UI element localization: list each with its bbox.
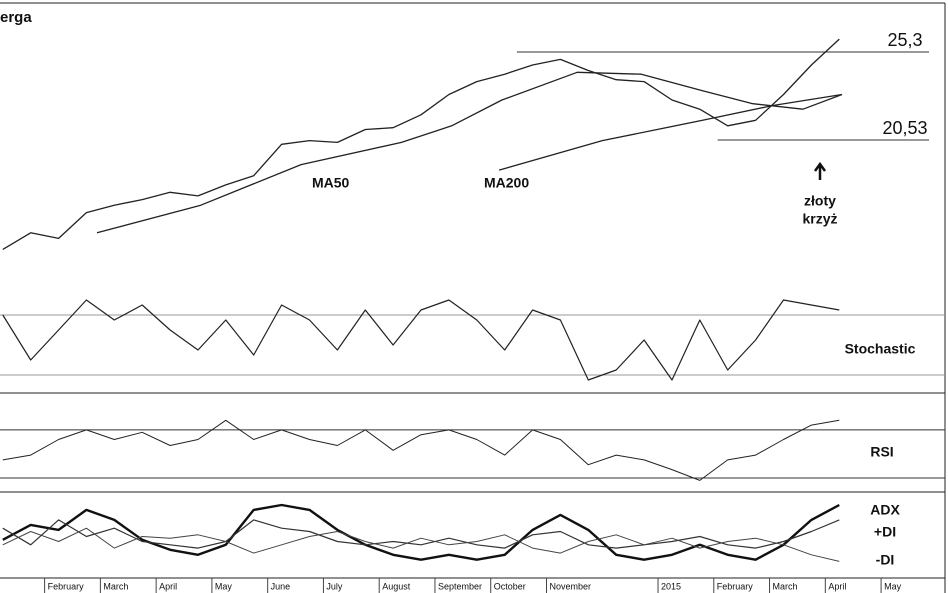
x-tick-label: April — [159, 581, 177, 591]
series-line — [2, 503, 840, 561]
legend-label: -DI — [876, 552, 895, 568]
level-label: 20,53 — [882, 118, 927, 138]
annotation: MA50 — [312, 175, 350, 191]
legend-label: ADX — [870, 502, 900, 518]
x-tick-label: November — [549, 581, 591, 591]
panel-title: RSI — [870, 444, 893, 460]
annotation: złoty — [804, 193, 836, 209]
x-tick-label: March — [103, 581, 128, 591]
annotation: krzyż — [802, 211, 837, 227]
series-line — [2, 419, 840, 481]
x-tick-label: September — [438, 581, 482, 591]
level-label: 25,3 — [887, 30, 922, 50]
x-tick-label: October — [494, 581, 526, 591]
x-tick-label: March — [773, 581, 798, 591]
x-tick-label: May — [215, 581, 233, 591]
x-tick-label: May — [884, 581, 902, 591]
series-line — [498, 93, 843, 171]
series-line — [2, 519, 840, 549]
series-line — [2, 527, 840, 562]
x-tick-label: August — [382, 581, 411, 591]
chart-title: erga — [0, 9, 32, 26]
x-tick-label: April — [828, 581, 846, 591]
arrow — [813, 161, 827, 180]
series-line — [96, 71, 843, 234]
annotation: MA200 — [484, 175, 529, 191]
x-tick-label: February — [48, 581, 85, 591]
x-tick-label: 2015 — [661, 581, 681, 591]
x-tick-label: June — [271, 581, 291, 591]
x-tick-label: July — [326, 581, 343, 591]
series-line — [2, 299, 840, 381]
x-tick-label: February — [717, 581, 754, 591]
series-line — [2, 38, 840, 250]
panel-title: Stochastic — [845, 341, 916, 357]
legend-label: +DI — [874, 524, 896, 540]
